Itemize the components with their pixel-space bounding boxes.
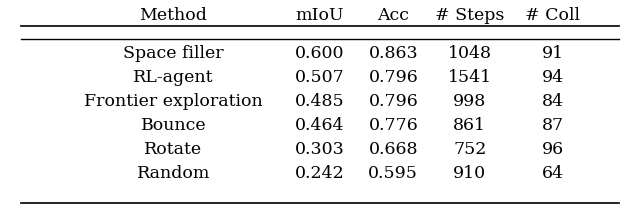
Text: 910: 910 bbox=[453, 165, 486, 182]
Text: Space filler: Space filler bbox=[123, 45, 224, 62]
Text: 0.242: 0.242 bbox=[295, 165, 345, 182]
Text: 0.796: 0.796 bbox=[369, 69, 418, 86]
Text: 84: 84 bbox=[541, 93, 564, 110]
Text: RL-agent: RL-agent bbox=[133, 69, 214, 86]
Text: 91: 91 bbox=[541, 45, 564, 62]
Text: Random: Random bbox=[137, 165, 210, 182]
Text: 0.303: 0.303 bbox=[295, 141, 345, 158]
Text: 64: 64 bbox=[541, 165, 564, 182]
Text: 861: 861 bbox=[453, 117, 486, 134]
Text: 0.464: 0.464 bbox=[295, 117, 345, 134]
Text: Bounce: Bounce bbox=[141, 117, 206, 134]
Text: # Steps: # Steps bbox=[435, 7, 504, 24]
Text: mIoU: mIoU bbox=[296, 7, 344, 24]
Text: 87: 87 bbox=[541, 117, 564, 134]
Text: Method: Method bbox=[140, 7, 207, 24]
Text: 0.796: 0.796 bbox=[369, 93, 418, 110]
Text: 0.507: 0.507 bbox=[295, 69, 345, 86]
Text: 1541: 1541 bbox=[448, 69, 492, 86]
Text: 0.863: 0.863 bbox=[369, 45, 418, 62]
Text: 998: 998 bbox=[453, 93, 486, 110]
Text: 94: 94 bbox=[541, 69, 564, 86]
Text: Acc: Acc bbox=[378, 7, 410, 24]
Text: 0.668: 0.668 bbox=[369, 141, 418, 158]
Text: 96: 96 bbox=[541, 141, 564, 158]
Text: 752: 752 bbox=[453, 141, 486, 158]
Text: 1048: 1048 bbox=[448, 45, 492, 62]
Text: Rotate: Rotate bbox=[145, 141, 202, 158]
Text: 0.485: 0.485 bbox=[295, 93, 345, 110]
Text: 0.776: 0.776 bbox=[369, 117, 418, 134]
Text: Frontier exploration: Frontier exploration bbox=[84, 93, 263, 110]
Text: 0.595: 0.595 bbox=[369, 165, 418, 182]
Text: 0.600: 0.600 bbox=[295, 45, 345, 62]
Text: # Coll: # Coll bbox=[525, 7, 580, 24]
